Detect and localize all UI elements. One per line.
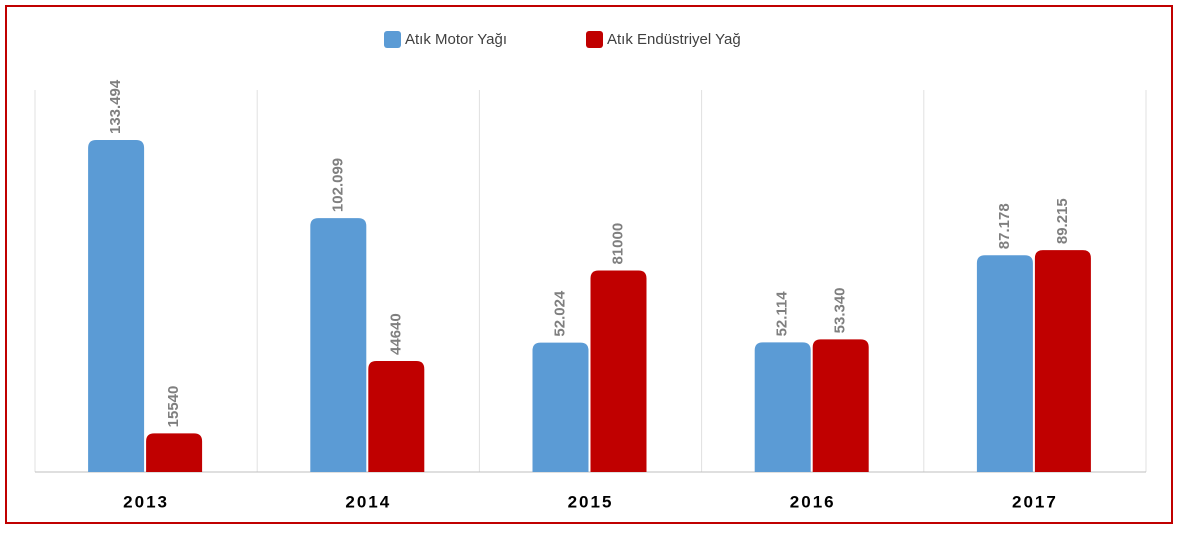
- data-label: 81000: [609, 223, 626, 265]
- bar: [532, 342, 589, 472]
- data-label: 102.099: [329, 158, 346, 212]
- bar: [1034, 250, 1091, 472]
- legend-label: Atık Motor Yağı: [405, 31, 507, 48]
- bar: [590, 270, 647, 472]
- data-label: 53.340: [832, 287, 849, 333]
- bar: [368, 360, 425, 472]
- bar: [146, 433, 203, 472]
- bar: [812, 339, 869, 472]
- bar: [976, 255, 1033, 472]
- legend-swatch: [384, 31, 401, 48]
- legend-label: Atık Endüstriyel Yağ: [607, 31, 741, 48]
- bar: [754, 342, 811, 472]
- x-tick-label: 2016: [790, 492, 836, 511]
- x-tick-label: 2014: [345, 492, 391, 511]
- data-label: 52.024: [551, 290, 568, 337]
- data-label: 133.494: [107, 79, 124, 134]
- x-tick-label: 2015: [568, 492, 614, 511]
- x-tick-label: 2017: [1012, 492, 1058, 511]
- data-label: 44640: [387, 313, 404, 355]
- bar: [88, 140, 145, 472]
- data-label: 15540: [165, 386, 182, 428]
- legend-swatch: [586, 31, 603, 48]
- x-tick-label: 2013: [123, 492, 169, 511]
- data-label: 87.178: [996, 203, 1013, 249]
- data-label: 52.114: [774, 291, 791, 337]
- data-label: 89.215: [1054, 198, 1071, 244]
- bar: [310, 218, 367, 472]
